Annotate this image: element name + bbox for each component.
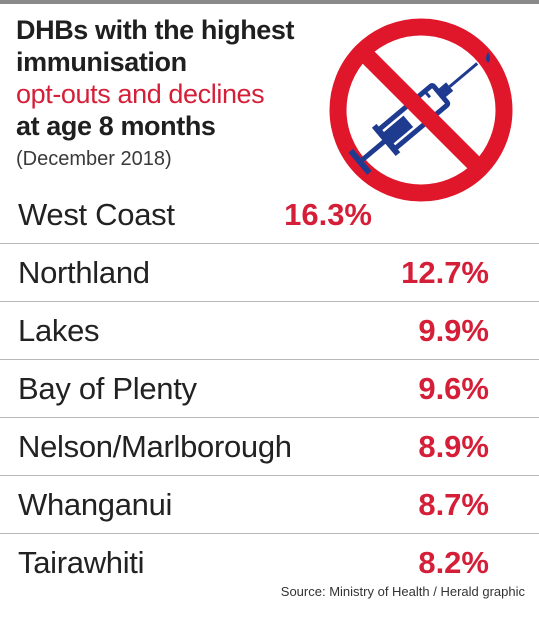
title-line-1: DHBs with the highest — [16, 15, 295, 45]
dhb-label: West Coast — [18, 197, 175, 232]
title-line-2: immunisation — [16, 47, 187, 77]
rate-value: 12.7% — [401, 255, 489, 290]
table-row: West Coast 16.3% — [0, 186, 539, 244]
title-block: DHBs with the highest immunisation opt-o… — [16, 14, 346, 172]
table-row: Tairawhiti 8.2% — [0, 534, 539, 591]
title-line-3: opt-outs and declines — [16, 79, 265, 109]
rate-value: 8.9% — [418, 429, 489, 464]
table-row: Bay of Plenty 9.6% — [0, 360, 539, 418]
dhb-label: Bay of Plenty — [18, 371, 197, 406]
table-row: Nelson/Marlborough 8.9% — [0, 418, 539, 476]
data-table: West Coast 16.3% Northland 12.7% Lakes 9… — [0, 186, 539, 591]
top-rule — [0, 0, 539, 4]
rate-value: 8.2% — [418, 545, 489, 580]
title-line-4: at age 8 months — [16, 111, 216, 141]
dhb-label: Nelson/Marlborough — [18, 429, 292, 464]
dhb-label: Whanganui — [18, 487, 173, 522]
rate-value: 9.9% — [418, 313, 489, 348]
rate-value: 8.7% — [418, 487, 489, 522]
table-row: Whanganui 8.7% — [0, 476, 539, 534]
subtitle: (December 2018) — [16, 148, 172, 170]
table-row: Northland 12.7% — [0, 244, 539, 302]
source-credit: Source: Ministry of Health / Herald grap… — [280, 584, 525, 599]
table-row: Lakes 9.9% — [0, 302, 539, 360]
dhb-label: Tairawhiti — [18, 545, 145, 580]
dhb-label: Lakes — [18, 313, 100, 348]
rate-value: 9.6% — [418, 371, 489, 406]
rate-value: 16.3% — [284, 197, 372, 232]
dhb-label: Northland — [18, 255, 150, 290]
no-vaccine-syringe-icon — [329, 18, 513, 202]
